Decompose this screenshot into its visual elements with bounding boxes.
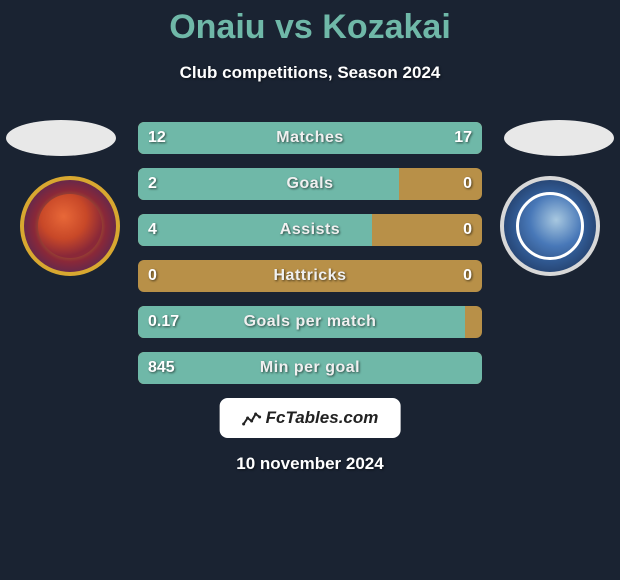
page-subtitle: Club competitions, Season 2024 [0, 63, 620, 83]
stat-value-right: 17 [454, 122, 472, 154]
stat-label: Assists [138, 214, 482, 246]
stats-container: 12Matches172Goals04Assists00Hattricks00.… [138, 122, 482, 398]
header: Onaiu vs Kozakai Club competitions, Seas… [0, 0, 620, 83]
stat-value-right: 0 [463, 260, 472, 292]
stat-row: 845Min per goal [138, 352, 482, 384]
footer-date: 10 november 2024 [0, 454, 620, 474]
club-badge-right [500, 176, 600, 276]
stat-row: 0Hattricks0 [138, 260, 482, 292]
stat-row: 2Goals0 [138, 168, 482, 200]
stat-value-right: 0 [463, 214, 472, 246]
stat-label: Matches [138, 122, 482, 154]
stat-label: Goals per match [138, 306, 482, 338]
player-avatar-left [6, 120, 116, 156]
club-badge-left [20, 176, 120, 276]
stat-row: 0.17Goals per match [138, 306, 482, 338]
stat-row: 12Matches17 [138, 122, 482, 154]
stat-value-right: 0 [463, 168, 472, 200]
stat-label: Hattricks [138, 260, 482, 292]
page-title: Onaiu vs Kozakai [0, 8, 620, 47]
player-avatar-right [504, 120, 614, 156]
stat-label: Goals [138, 168, 482, 200]
brand-label: FcTables.com [266, 408, 379, 428]
chart-icon [242, 408, 262, 428]
stat-label: Min per goal [138, 352, 482, 384]
stat-row: 4Assists0 [138, 214, 482, 246]
brand-pill[interactable]: FcTables.com [220, 398, 401, 438]
